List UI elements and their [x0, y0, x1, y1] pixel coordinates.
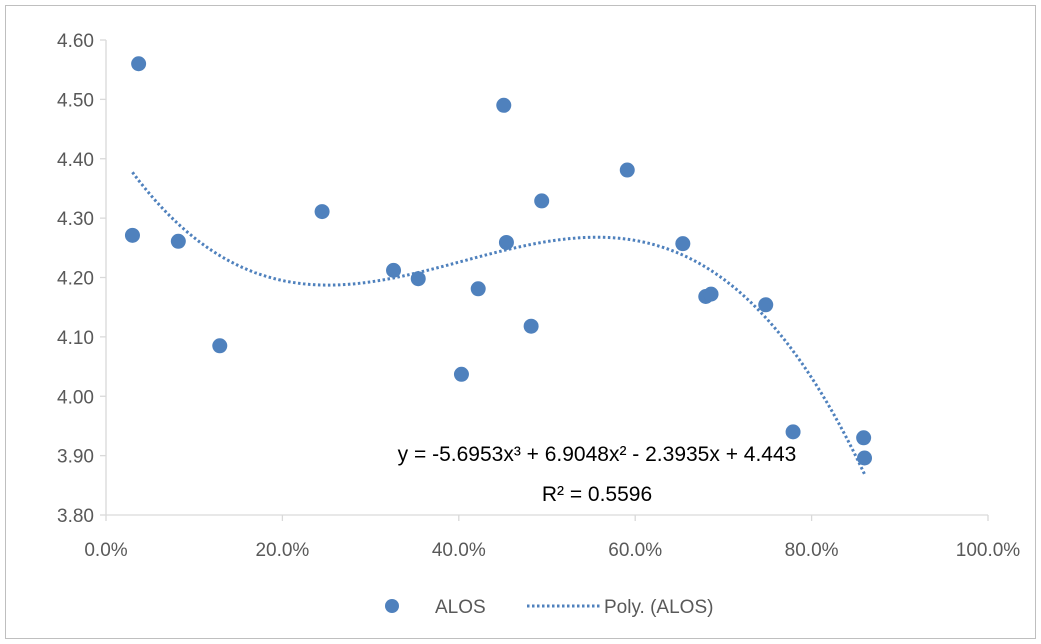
- data-point: [170, 233, 186, 249]
- legend-marker-alos: [385, 599, 399, 613]
- y-tick-label: 4.00: [57, 387, 94, 408]
- y-tick-label: 3.90: [57, 447, 94, 468]
- data-point: [703, 286, 719, 302]
- data-point: [212, 338, 228, 354]
- x-tick-label: 0.0%: [84, 540, 127, 561]
- data-point: [857, 450, 873, 466]
- data-point: [314, 204, 330, 220]
- y-tick-label: 4.20: [57, 269, 94, 290]
- data-point: [498, 234, 514, 250]
- data-point: [523, 318, 539, 334]
- trendline: [131, 171, 866, 475]
- data-point: [496, 97, 512, 113]
- x-axis-tick-labels: 0.0% 20.0% 40.0% 60.0% 80.0% 100.0%: [84, 540, 1020, 561]
- data-point: [675, 236, 691, 252]
- trendline-r-squared: R² = 0.5596: [542, 483, 652, 506]
- y-axis-tick-labels: 3.80 3.90 4.00 4.10 4.20 4.30 4.40 4.50 4.60: [57, 31, 94, 527]
- x-tick-label: 80.0%: [785, 540, 839, 561]
- x-tick-label: 60.0%: [608, 540, 662, 561]
- y-tick-label: 4.40: [57, 150, 94, 171]
- data-point: [124, 227, 140, 243]
- y-tick-label: 4.10: [57, 328, 94, 349]
- x-tick-label: 100.0%: [956, 540, 1021, 561]
- data-point: [785, 424, 801, 440]
- trendline-path: [131, 171, 866, 475]
- trendline-annotation: y = -5.6953x³ + 6.9048x² - 2.3935x + 4.4…: [398, 443, 797, 506]
- y-tick-label: 4.60: [57, 31, 94, 52]
- x-tick-label: 20.0%: [255, 540, 309, 561]
- data-point: [386, 262, 402, 278]
- data-point: [410, 271, 426, 287]
- data-point: [470, 281, 486, 297]
- data-point: [856, 430, 872, 446]
- legend: ALOS Poly. (ALOS): [385, 597, 713, 618]
- data-point: [453, 366, 469, 382]
- legend-label-poly: Poly. (ALOS): [604, 597, 713, 618]
- y-tick-label: 4.30: [57, 209, 94, 230]
- axes: [100, 39, 989, 521]
- y-tick-label: 4.50: [57, 90, 94, 111]
- trendline-equation: y = -5.6953x³ + 6.9048x² - 2.3935x + 4.4…: [398, 443, 797, 466]
- y-tick-label: 3.80: [57, 506, 94, 527]
- chart-frame: [5, 5, 1036, 639]
- data-point: [534, 193, 550, 209]
- x-tick-label: 40.0%: [432, 540, 486, 561]
- data-point: [131, 56, 147, 72]
- legend-label-alos: ALOS: [435, 597, 486, 618]
- data-point: [758, 297, 774, 313]
- data-point: [619, 162, 635, 178]
- data-points: [124, 56, 873, 466]
